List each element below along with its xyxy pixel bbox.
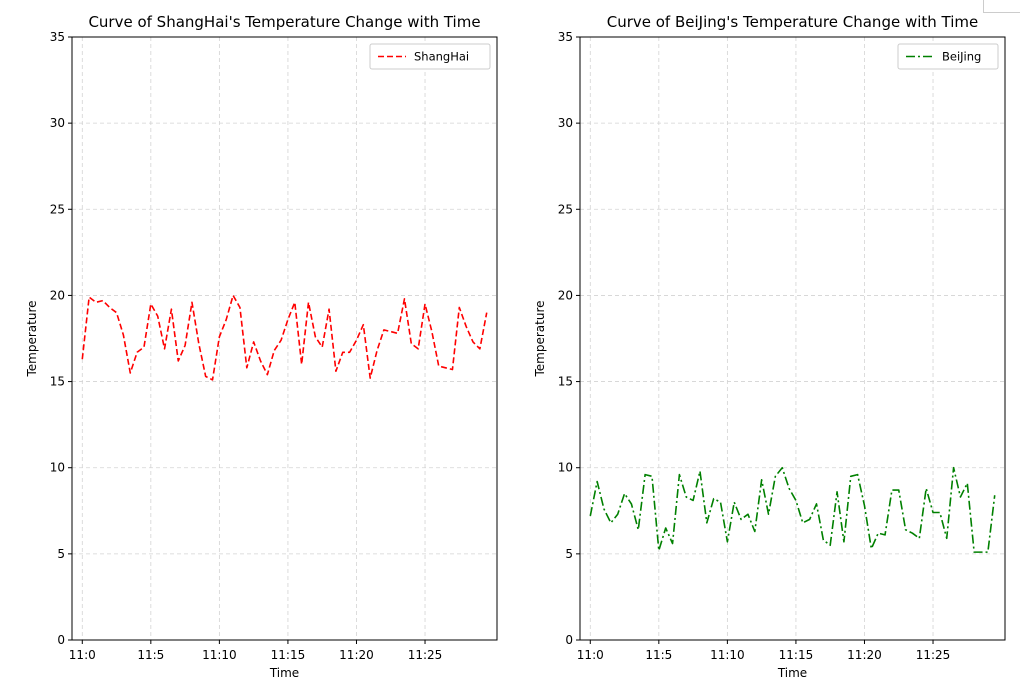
- chart-title: Curve of BeiJing's Temperature Change wi…: [607, 13, 979, 31]
- legend: BeiJing: [897, 43, 999, 70]
- legend-label-shanghai: ShangHai: [414, 50, 469, 64]
- y-tick-label: 30: [558, 116, 573, 130]
- x-tick-label: 11:15: [271, 648, 306, 662]
- x-tick-label: 11:25: [916, 648, 951, 662]
- y-axis: 0 5 10 15 20 25 30 35: [558, 30, 580, 647]
- x-tick-label: 11:20: [847, 648, 882, 662]
- x-tick-label: 11:15: [779, 648, 814, 662]
- x-tick-label: 11:5: [645, 648, 672, 662]
- window-corner-widget: [983, 0, 1020, 13]
- legend-label-beijing: BeiJing: [942, 50, 981, 64]
- x-tick-label: 11:10: [202, 648, 237, 662]
- series-layer: [81, 294, 488, 381]
- x-axis: 11:0 11:5 11:10 11:15 11:20 11:25: [69, 640, 443, 662]
- legend: ShangHai: [369, 43, 491, 70]
- x-tick-label: 11:0: [69, 648, 96, 662]
- x-tick-label: 11:25: [408, 648, 443, 662]
- axes-frame: [71, 36, 498, 641]
- chart-title: Curve of ShangHai's Temperature Change w…: [88, 13, 480, 31]
- x-axis: 11:0 11:5 11:10 11:15 11:20 11:25: [577, 640, 951, 662]
- y-axis: 0 5 10 15 20 25 30 35: [50, 30, 72, 647]
- y-tick-label: 0: [565, 633, 573, 647]
- y-tick-label: 25: [50, 202, 65, 216]
- grid: [580, 36, 1005, 641]
- y-axis-label: Temperature: [25, 300, 39, 377]
- y-tick-label: 15: [558, 375, 573, 389]
- x-tick-label: 11:5: [137, 648, 164, 662]
- y-tick-label: 0: [57, 633, 65, 647]
- y-tick-label: 10: [558, 461, 573, 475]
- series-layer: [589, 466, 996, 553]
- y-tick-label: 5: [57, 547, 65, 561]
- x-axis-label: Time: [777, 666, 807, 680]
- legend-box: [897, 43, 999, 70]
- y-tick-label: 15: [50, 375, 65, 389]
- y-tick-label: 25: [558, 202, 573, 216]
- x-axis-label: Time: [269, 666, 299, 680]
- x-tick-label: 11:10: [710, 648, 745, 662]
- y-tick-label: 30: [50, 116, 65, 130]
- y-tick-label: 20: [50, 288, 65, 302]
- y-tick-label: 10: [50, 461, 65, 475]
- axes-frame: [579, 36, 1006, 641]
- y-tick-label: 35: [50, 30, 65, 44]
- series-line-beijing: [589, 466, 996, 553]
- x-tick-label: 11:20: [339, 648, 374, 662]
- y-tick-label: 5: [565, 547, 573, 561]
- legend-box: [369, 43, 491, 70]
- y-axis-label: Temperature: [533, 300, 547, 377]
- y-tick-label: 35: [558, 30, 573, 44]
- series-line-shanghai: [81, 294, 488, 381]
- y-tick-label: 20: [558, 288, 573, 302]
- x-tick-label: 11:0: [577, 648, 604, 662]
